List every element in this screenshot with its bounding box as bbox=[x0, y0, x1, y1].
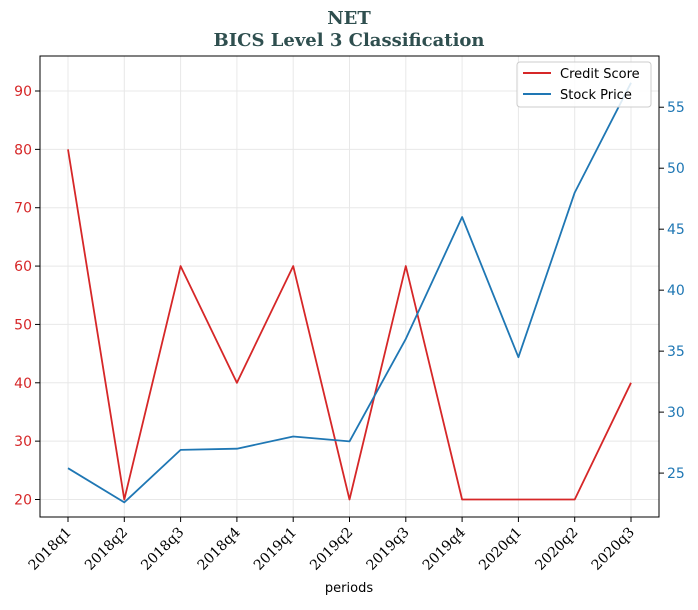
grid bbox=[40, 56, 659, 517]
y-right-tick-label: 25 bbox=[667, 466, 685, 482]
y-right-tick-label: 45 bbox=[667, 222, 685, 238]
x-axis-label: periods bbox=[325, 581, 373, 596]
legend: Credit Score Stock Price bbox=[516, 61, 652, 108]
x-tick-label: 2020q2 bbox=[532, 525, 581, 574]
chart-title: NET bbox=[327, 8, 371, 29]
series-layer bbox=[67, 82, 632, 504]
x-tick-label: 2018q3 bbox=[138, 525, 187, 574]
legend-label-stock-price: Stock Price bbox=[560, 88, 632, 103]
chart-subtitle: BICS Level 3 Classification bbox=[213, 30, 484, 51]
y-right-tick-label: 35 bbox=[667, 344, 685, 360]
x-tick-label: 2018q1 bbox=[26, 525, 75, 574]
y-left-tick-label: 70 bbox=[14, 201, 32, 217]
series-line-stock-price bbox=[67, 82, 632, 504]
y-left-tick-label: 80 bbox=[14, 142, 32, 158]
x-tick-label: 2019q3 bbox=[363, 525, 412, 574]
y-left-tick-label: 90 bbox=[14, 84, 32, 100]
y-left-tick-label: 30 bbox=[14, 434, 32, 450]
y-left-tick-label: 40 bbox=[14, 376, 32, 392]
y-right-tick-label: 55 bbox=[667, 100, 685, 116]
series-line-credit-score bbox=[67, 149, 632, 501]
y-right-tick-label: 40 bbox=[667, 283, 685, 299]
legend-label-credit-score: Credit Score bbox=[560, 67, 640, 82]
y-left-tick-label: 20 bbox=[14, 492, 32, 508]
x-tick-label: 2019q1 bbox=[251, 525, 300, 574]
y-left-tick-label: 50 bbox=[14, 317, 32, 333]
y-right-tick-label: 30 bbox=[667, 405, 685, 421]
x-tick-label: 2018q4 bbox=[195, 524, 244, 573]
x-tick-label: 2019q4 bbox=[420, 524, 469, 573]
x-tick-label: 2019q2 bbox=[307, 525, 356, 574]
x-tick-label: 2020q3 bbox=[589, 525, 638, 574]
x-tick-label: 2020q1 bbox=[476, 525, 525, 574]
y-left-tick-label: 60 bbox=[14, 259, 32, 275]
y-right-tick-label: 50 bbox=[667, 161, 685, 177]
x-tick-label: 2018q2 bbox=[82, 525, 131, 574]
